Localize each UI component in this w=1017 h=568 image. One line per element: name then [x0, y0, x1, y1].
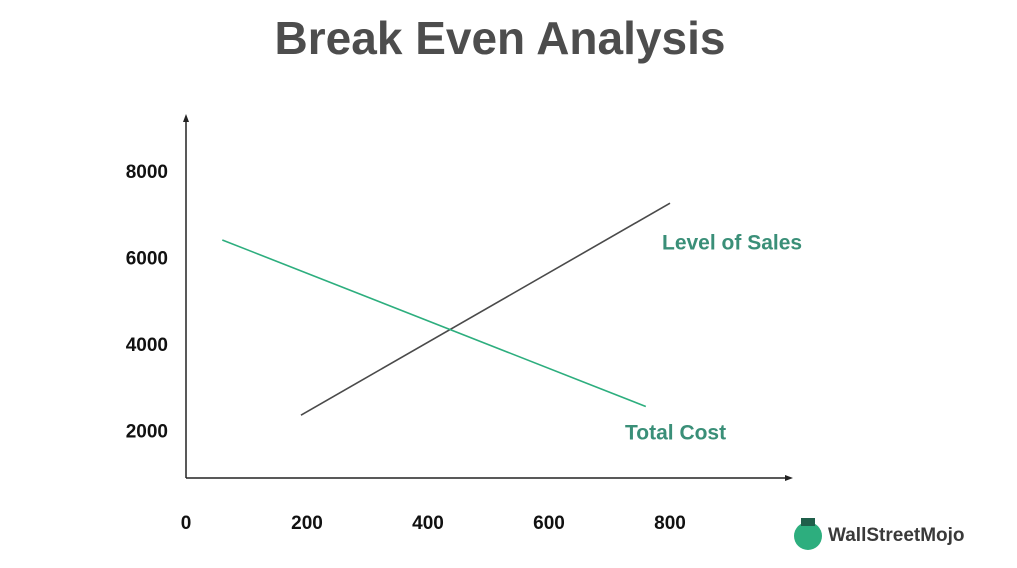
- y-tick-label: 8000: [126, 162, 168, 183]
- y-tick-label: 2000: [126, 421, 168, 442]
- x-tick-label: 800: [654, 513, 686, 534]
- watermark: WallStreetMojo: [828, 525, 965, 546]
- x-tick-label: 0: [181, 513, 192, 534]
- y-tick-label: 6000: [126, 248, 168, 269]
- x-tick-label: 600: [533, 513, 565, 534]
- series-label: Total Cost: [625, 422, 726, 445]
- series-line: [300, 202, 671, 416]
- x-tick-label: 400: [412, 513, 444, 534]
- logo-hat: [801, 518, 815, 526]
- x-axis-arrow: [785, 475, 793, 481]
- series-line: [222, 239, 647, 408]
- logo: WallStreetMojo: [794, 518, 965, 550]
- y-axis-arrow: [183, 114, 189, 122]
- series-label: Level of Sales: [662, 232, 802, 255]
- logo-icon: [794, 522, 822, 550]
- x-tick-label: 200: [291, 513, 323, 534]
- chart-title: Break Even Analysis: [275, 12, 726, 64]
- y-tick-label: 4000: [126, 335, 168, 356]
